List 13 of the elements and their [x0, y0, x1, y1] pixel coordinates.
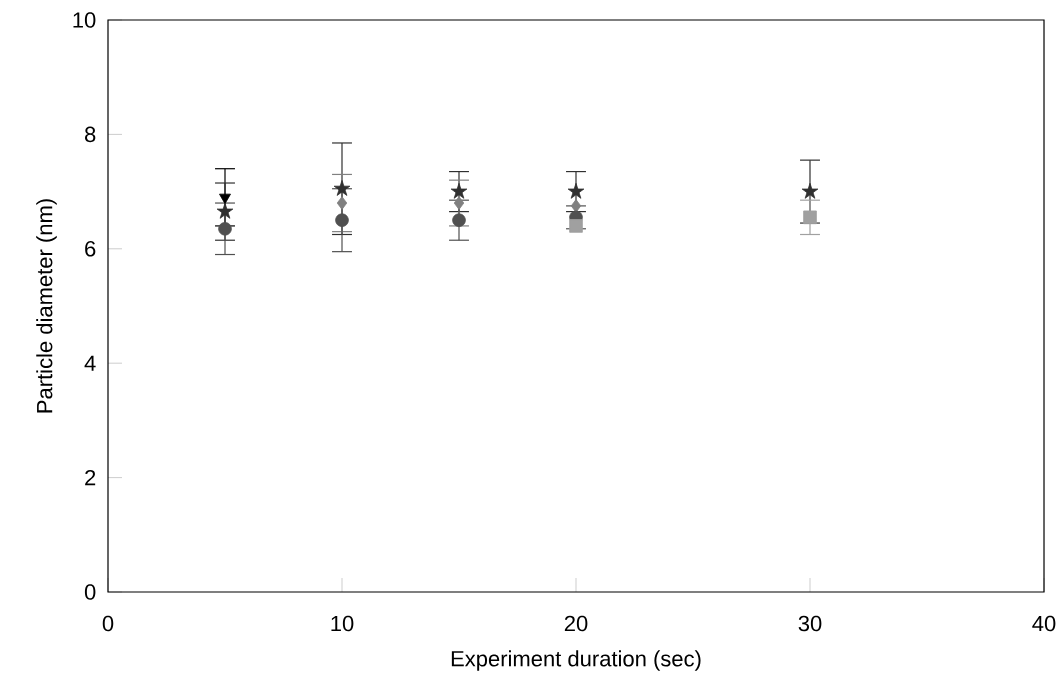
- x-axis-title: Experiment duration (sec): [451, 650, 701, 671]
- x-tick-label: 10: [331, 615, 354, 632]
- y-tick-label: 4: [84, 355, 96, 371]
- x-tick-label: 30: [798, 615, 822, 632]
- y-tick-label: 8: [85, 126, 96, 143]
- y-tick-label: 6: [85, 240, 96, 257]
- x-tick-label: 20: [564, 615, 588, 632]
- y-tick-label: 10: [73, 12, 96, 28]
- x-tick-label: 40: [1032, 615, 1056, 632]
- y-tick-label: 0: [84, 584, 96, 600]
- y-axis-title: Particle diameter (nm): [36, 199, 57, 413]
- y-tick-label: 2: [85, 469, 96, 486]
- x-tick-label: 0: [102, 615, 114, 632]
